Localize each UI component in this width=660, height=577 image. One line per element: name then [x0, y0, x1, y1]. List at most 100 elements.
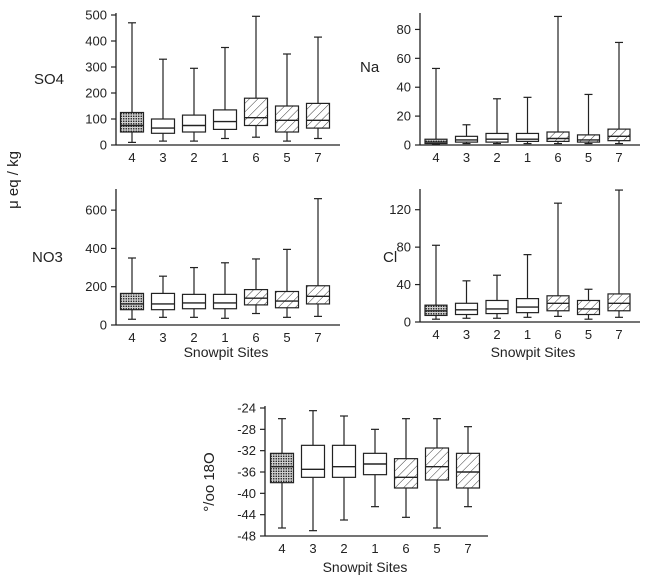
box-site-2: [181, 293, 207, 310]
panel-label-18o: °/oo 18O: [201, 452, 218, 511]
x-tick-label: 2: [190, 150, 197, 165]
x-tick-label: 7: [615, 327, 622, 342]
box-site-6: [243, 97, 269, 127]
y-tick-label: 120: [389, 202, 411, 217]
box-site-6: [243, 288, 269, 306]
x-tick-label: 3: [463, 150, 470, 165]
shared-y-axis-label: μ eq / kg: [5, 151, 22, 209]
box-site-1: [212, 293, 238, 310]
y-tick-label: 200: [85, 279, 107, 294]
x-axis-title-18o: Snowpit Sites: [323, 559, 408, 575]
x-tick-label: 3: [159, 330, 166, 345]
y-tick-label: -36: [237, 465, 256, 480]
y-tick-label: 100: [85, 112, 107, 127]
x-tick-label: 2: [340, 541, 347, 556]
x-tick-label: 1: [371, 541, 378, 556]
y-tick-label: -32: [237, 443, 256, 458]
y-tick-label: 20: [397, 109, 411, 124]
x-axis-title-cl: Snowpit Sites: [491, 344, 576, 360]
box-site-1: [515, 132, 540, 142]
na-boxplot-panel: 0 20 40 60 80 4 3 2 1 6 5 7: [397, 13, 640, 165]
x-tick-label: 4: [432, 327, 439, 342]
x-tick-label: 2: [190, 330, 197, 345]
x-tick-label: 4: [128, 150, 135, 165]
x-tick-label: 5: [585, 327, 592, 342]
y-tick-label: 400: [85, 241, 107, 256]
box-site-7: [305, 102, 331, 129]
x-tick-label: 1: [221, 150, 228, 165]
x-tick-label: 5: [283, 150, 290, 165]
box-site-3: [150, 118, 176, 134]
x-tick-label: 1: [221, 330, 228, 345]
y-tick-label: 300: [85, 60, 107, 75]
y-tick-label: 60: [397, 51, 411, 66]
x-tick-label: 6: [554, 327, 561, 342]
y-tick-label: 0: [404, 315, 411, 330]
x-tick-label: 1: [524, 150, 531, 165]
x-tick-label: 5: [283, 330, 290, 345]
box-site-3: [454, 135, 479, 143]
x-tick-label: 6: [252, 330, 259, 345]
x-tick-label: 7: [314, 150, 321, 165]
panel-label-no3: NO3: [32, 249, 63, 266]
y-tick-label: 0: [404, 138, 411, 153]
x-tick-label: 2: [493, 327, 500, 342]
y-tick-label: 40: [397, 277, 411, 292]
box-site-7: [607, 293, 631, 312]
box-site-5: [274, 105, 300, 133]
y-tick-label: -44: [237, 507, 256, 522]
y-tick-label: 400: [85, 34, 107, 49]
x-tick-label: 6: [402, 541, 409, 556]
x-tick-label: 7: [464, 541, 471, 556]
y-tick-label: -48: [237, 529, 256, 544]
o18-boxplot-panel: -24 -28 -32 -36 -40 -44 -48 4 3 2 1 6 5 7: [237, 401, 488, 556]
box-site-4: [119, 111, 145, 133]
y-tick-label: 0: [100, 318, 107, 333]
x-tick-label: 4: [432, 150, 439, 165]
y-tick-label: 200: [85, 86, 107, 101]
x-tick-label: 3: [159, 150, 166, 165]
box-site-6: [393, 458, 419, 489]
box-site-3: [454, 302, 479, 316]
y-tick-label: -28: [237, 422, 256, 437]
x-tick-label: 4: [278, 541, 285, 556]
box-site-2: [485, 132, 509, 143]
box-site-7: [305, 285, 331, 305]
box-site-4: [424, 138, 448, 145]
box-site-4: [269, 452, 295, 484]
panel-label-cl: Cl: [383, 249, 397, 266]
y-tick-label: -24: [237, 401, 256, 416]
y-tick-label: -40: [237, 486, 256, 501]
y-tick-label: 80: [397, 22, 411, 37]
y-tick-label: 600: [85, 203, 107, 218]
box-site-5: [576, 134, 601, 143]
x-tick-label: 3: [309, 541, 316, 556]
x-tick-label: 7: [314, 330, 321, 345]
box-site-3: [150, 292, 176, 311]
box-site-7: [455, 452, 481, 489]
box-site-2: [485, 299, 509, 315]
box-site-4: [119, 292, 145, 311]
cl-boxplot-panel: 0 40 80 120 4 3 2 1 6 5 7: [389, 189, 640, 342]
y-tick-label: 40: [397, 80, 411, 95]
box-site-2: [331, 444, 357, 478]
x-tick-label: 3: [463, 327, 470, 342]
y-tick-label: 0: [100, 138, 107, 153]
box-site-1: [212, 109, 238, 131]
x-tick-label: 6: [554, 150, 561, 165]
x-tick-label: 5: [585, 150, 592, 165]
box-site-1: [515, 298, 540, 314]
box-site-5: [424, 447, 450, 481]
no3-boxplot-panel: 0 200 400 600 4 3 2 1 6 5 7: [85, 189, 340, 345]
x-tick-label: 4: [128, 330, 135, 345]
box-site-5: [576, 299, 601, 316]
x-tick-label: 7: [615, 150, 622, 165]
panel-label-so4: SO4: [34, 71, 64, 88]
x-tick-label: 2: [493, 150, 500, 165]
box-site-7: [607, 128, 631, 142]
so4-boxplot-panel: 0 100 200 300 400 500 4 3 2 1 6 5 7: [85, 8, 340, 165]
y-tick-label: 500: [85, 8, 107, 23]
box-site-3: [300, 444, 326, 478]
box-site-5: [274, 290, 300, 309]
